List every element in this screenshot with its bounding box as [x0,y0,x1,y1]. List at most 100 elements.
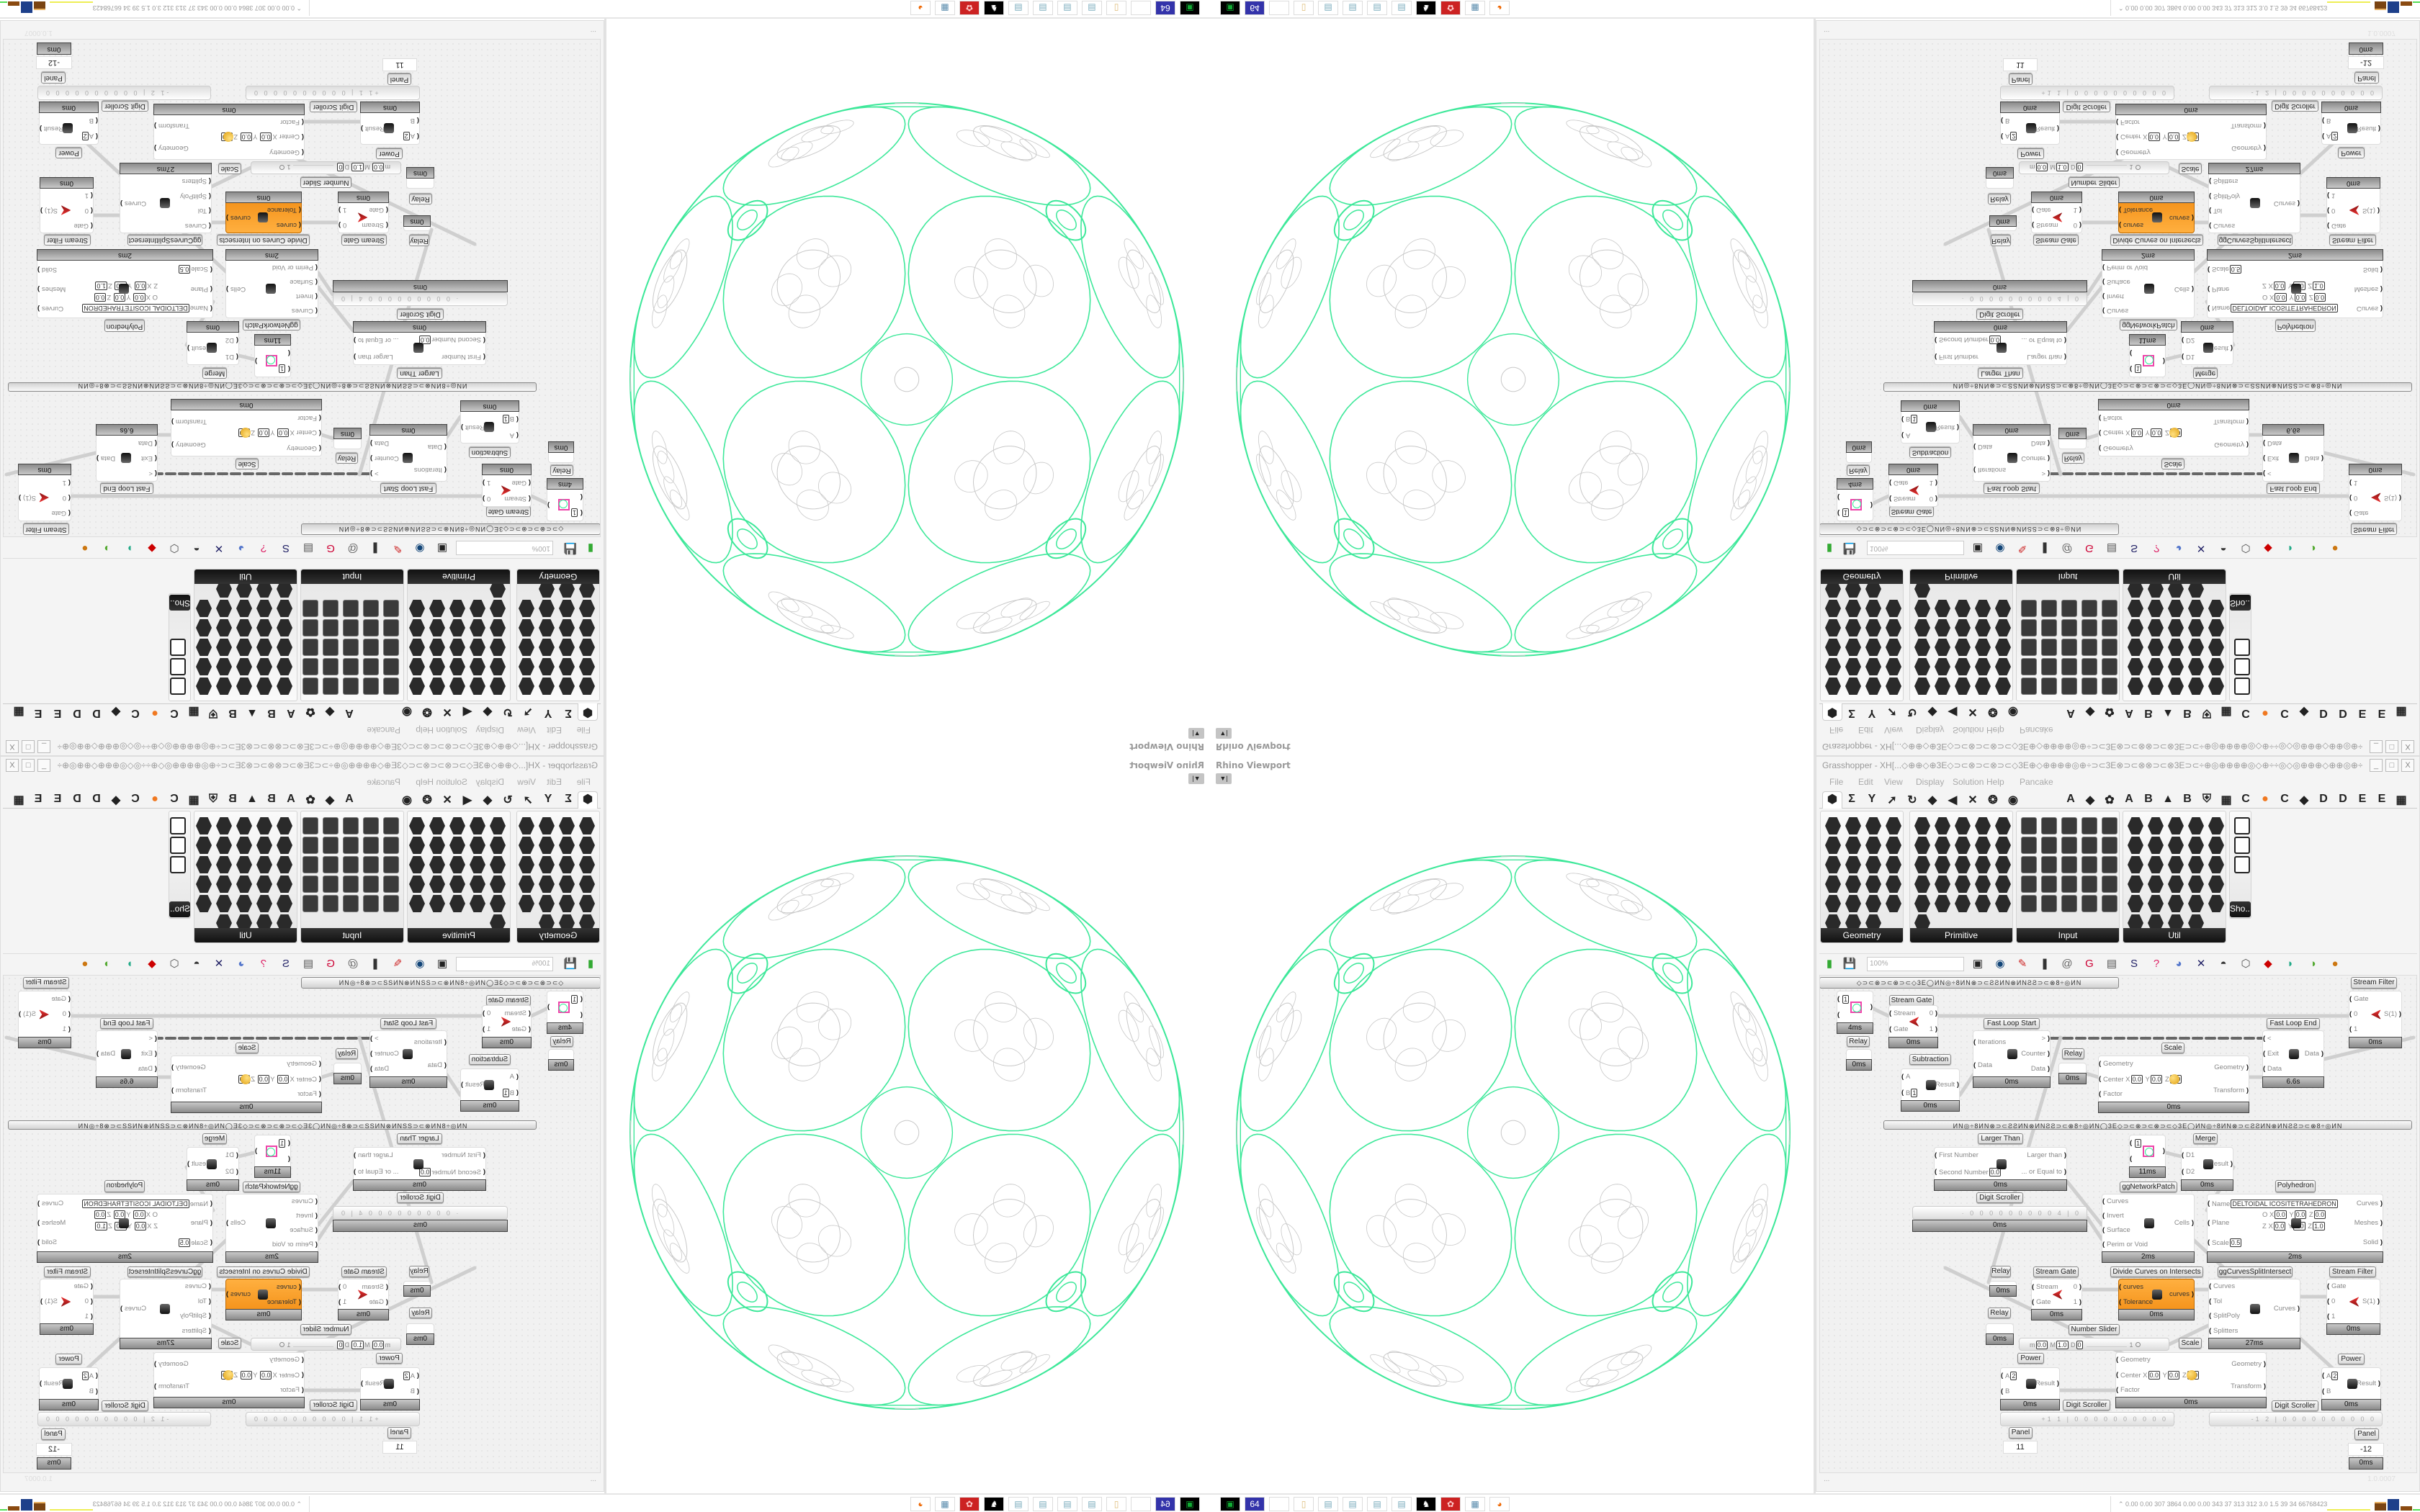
component-icon[interactable] [2168,856,2184,873]
component-icon[interactable] [236,600,252,617]
pin-input[interactable]: Splitters [182,177,207,185]
label-relay[interactable]: Relay [550,465,573,476]
label-ggcurvessplitintersect[interactable]: ggCurvesSplitIntersect [127,1266,202,1277]
pin-input[interactable]: 1 [278,1139,286,1148]
pin-input[interactable]: SplitPoly [180,1312,207,1320]
label-relay[interactable]: Relay [1847,1036,1870,1047]
component-icon[interactable] [236,876,252,893]
component-icon[interactable] [2208,678,2224,695]
pin-input[interactable]: Geometry [269,1356,300,1364]
toolbar-icon[interactable]: ◉ [1995,542,2005,554]
tab-icon[interactable]: ↻ [503,794,513,806]
label-polyhedron[interactable]: Polyhedron [104,320,145,332]
folder-icon[interactable]: ▯ [1106,1497,1126,1511]
component-icon[interactable] [196,876,212,893]
pin-input[interactable]: Gate [51,995,66,1003]
tab-icon[interactable]: ⬢ [578,703,598,721]
component[interactable]: 0ms [548,441,574,463]
label-digit-scroller[interactable]: Digit Scroller [102,101,148,112]
slider-D-value[interactable]: 0 [2076,163,2083,171]
label-scale[interactable]: Scale [236,1043,259,1053]
component-icon[interactable] [196,895,212,912]
toolbar-icon[interactable]: ❚ [2040,542,2050,554]
pin-input[interactable]: B1 [1906,415,1918,423]
tab-icon[interactable]: B [2144,707,2153,719]
component-icon[interactable] [302,876,318,893]
component-icon[interactable] [1845,639,1861,656]
component-icon[interactable] [1995,600,2011,617]
tab-icon[interactable]: ✿ [2105,706,2115,718]
toolbar-icon[interactable]: ◉ [415,542,425,554]
component-icon[interactable] [256,876,272,893]
component-icon[interactable] [2061,658,2077,675]
menu-edit[interactable]: Edit [1858,725,1873,735]
component-icon[interactable] [2041,856,2057,873]
toolbar-icon[interactable]: ◆ [2264,958,2272,970]
component-icon[interactable] [2081,856,2097,873]
component-icon[interactable] [2061,876,2077,893]
component-icon[interactable] [1955,678,1971,695]
label-stream-filter[interactable]: Stream Filter [23,977,69,989]
param-value[interactable]: 0.0 [259,1371,272,1380]
component-icon[interactable] [2102,658,2118,675]
chevron-up-icon[interactable]: ⌃ [294,1500,302,1508]
pin-output[interactable]: Result [2035,1380,2059,1387]
component-icon[interactable] [2128,837,2143,854]
component-icon[interactable] [490,639,506,656]
toolbar-icon[interactable]: ▤ [2106,542,2118,554]
component[interactable]: GeometryCenter X0.0 Y0.0 Z0.0FactorGeome… [2098,1056,2249,1113]
panel-label[interactable]: Geometry [517,928,599,942]
label-larger-than[interactable]: Larger Than [397,368,442,379]
component-icon[interactable] [2208,639,2224,656]
pin-output[interactable]: Counter [2021,1050,2050,1058]
component-icon[interactable] [429,639,445,656]
component-icon[interactable] [579,678,595,695]
component-icon[interactable] [302,895,318,912]
param-value[interactable]: 0.0 [2167,1371,2180,1380]
tab-icon[interactable]: ◆ [111,794,121,806]
toolbar-icon[interactable]: S [2130,958,2138,970]
pin-input[interactable]: 1 [2354,479,2357,487]
component[interactable]: GeometryCenter X0.0 Y0.0 Z0.0FactorGeome… [2115,1352,2267,1408]
pin-output[interactable]: Counter [375,1050,399,1058]
pin-input[interactable]: 1 [278,364,286,373]
tab-icon[interactable]: ❂ [422,794,432,806]
component-icon[interactable] [1914,876,1930,893]
pin-input[interactable]: B1 [502,1089,514,1097]
pin-input[interactable]: Tol [2213,207,2222,215]
component-icon[interactable] [1914,600,1930,617]
pin-output[interactable]: 1 [343,1298,346,1306]
toolbar-icon[interactable]: ◕ [2175,542,2182,554]
component-icon[interactable] [559,856,575,873]
component-icon[interactable] [2102,817,2118,834]
component-icon[interactable] [409,658,425,675]
pin-input[interactable]: Geometry [2116,1356,2151,1364]
component-icon[interactable] [323,600,339,617]
component-icon[interactable] [2168,678,2184,695]
component-icon[interactable] [1914,658,1930,675]
pin-output[interactable]: ... or Equal to [2021,336,2062,344]
component-icon[interactable] [1865,914,1881,932]
toolbar-icon[interactable]: ✎ [2017,542,2027,554]
pin-output[interactable]: Meshes [2354,285,2378,293]
param-value[interactable]: 0.0 [113,293,126,302]
component-icon[interactable] [2041,837,2057,854]
tab-icon[interactable]: Σ [1848,707,1855,719]
component-icon[interactable] [2234,837,2250,854]
component[interactable]: 0ms [1986,1323,2014,1345]
tab-icon[interactable]: ▦ [188,706,200,718]
param-value[interactable]: 0.0 [240,1371,253,1380]
toolbar-icon[interactable]: G [326,542,335,554]
component-icon[interactable] [196,678,212,695]
pin-output[interactable]: Transform [2213,418,2244,426]
component-icon[interactable] [519,837,534,854]
param-value[interactable]: 0.0 [2313,1210,2326,1219]
pin-input[interactable]: B1 [1901,1089,1918,1097]
panel-label[interactable]: Sho... [2230,595,2251,611]
component-icon[interactable] [323,619,339,636]
tab-icon[interactable]: C [131,707,140,719]
label-polyhedron[interactable]: Polyhedron [2275,320,2316,332]
